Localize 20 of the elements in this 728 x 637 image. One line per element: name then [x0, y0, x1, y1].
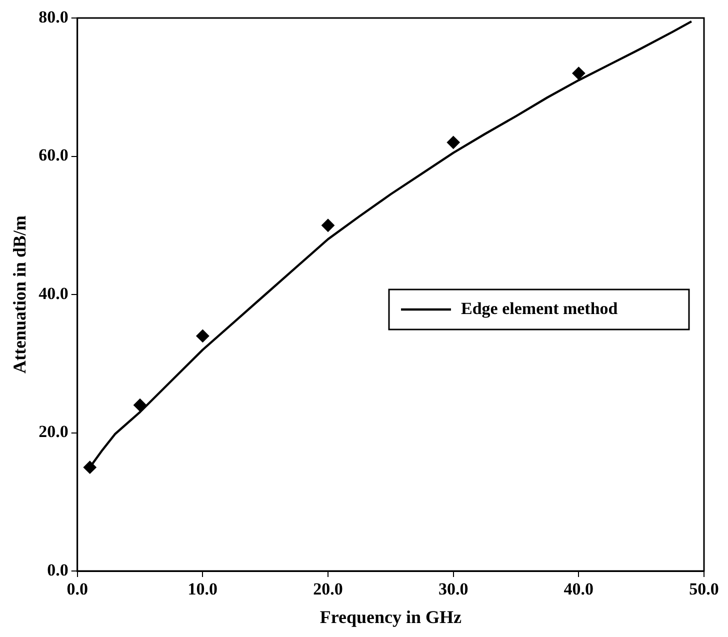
x-axis-title: Frequency in GHz [320, 606, 462, 627]
point [83, 460, 96, 474]
legend-label: Edge element method [461, 298, 618, 318]
y-tick-label: 40.0 [38, 284, 68, 303]
y-axis-title: Attenuation in dB/m [9, 215, 30, 374]
y-tick-label: 60.0 [38, 146, 68, 165]
point [446, 136, 460, 149]
y-tick-label: 20.0 [38, 422, 68, 442]
x-tick-label: 40.0 [564, 580, 594, 599]
x-tick-label: 10.0 [188, 580, 218, 599]
x-tick-label: 0.0 [66, 580, 88, 599]
y-tick-label: 80.0 [38, 7, 68, 26]
x-tick-label: 20.0 [313, 580, 343, 599]
point [134, 398, 147, 412]
y-tick-label: 0.0 [47, 560, 68, 580]
point [572, 66, 586, 80]
point [196, 329, 210, 342]
x-tick-label: 50.0 [689, 580, 719, 599]
point [322, 218, 335, 232]
x-tick-label: 30.0 [438, 580, 468, 599]
